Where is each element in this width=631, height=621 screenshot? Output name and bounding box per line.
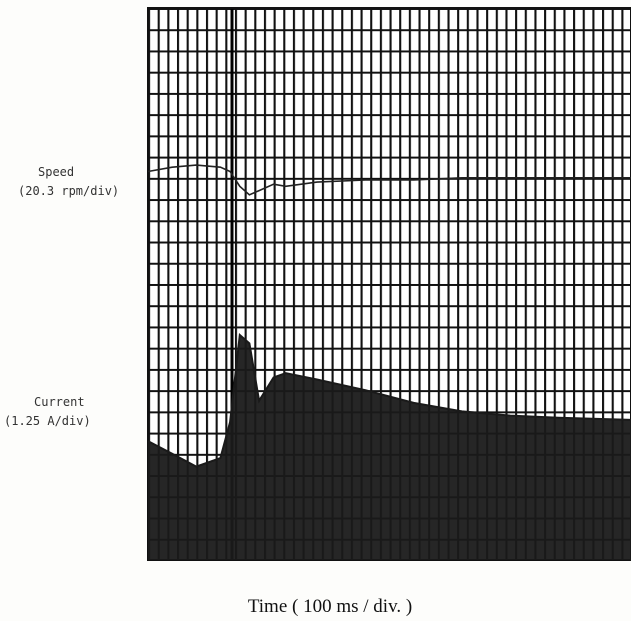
chart: Speed (20.3 rpm/div) Current (1.25 A/div…: [0, 0, 631, 621]
x-axis-label: Time ( 100 ms / div. ): [248, 596, 412, 617]
current-label: Current: [34, 395, 85, 409]
current-scale: (1.25 A/div): [4, 414, 91, 428]
speed-scale: (20.3 rpm/div): [18, 184, 119, 198]
speed-label: Speed: [38, 165, 74, 179]
